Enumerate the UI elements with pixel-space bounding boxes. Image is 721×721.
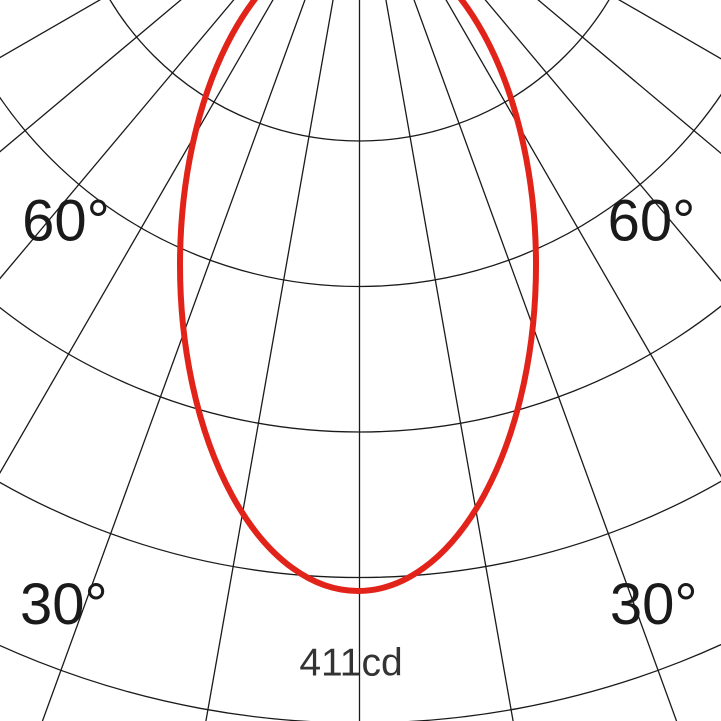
svg-text:30°: 30°: [610, 572, 698, 637]
svg-text:30°: 30°: [20, 572, 108, 637]
svg-text:60°: 60°: [608, 189, 696, 254]
svg-text:60°: 60°: [22, 189, 110, 254]
svg-text:411cd: 411cd: [299, 642, 402, 685]
